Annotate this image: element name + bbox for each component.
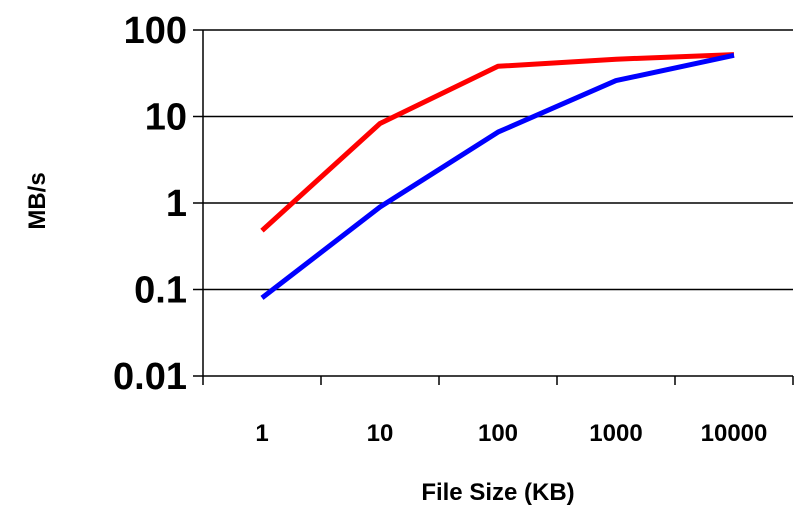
x-axis-label: File Size (KB) <box>421 479 574 506</box>
x-tick-labels: 1 10 100 1000 10000 <box>255 420 767 447</box>
y-tick-label: 10 <box>145 97 187 139</box>
x-tick-label: 100 <box>478 420 518 447</box>
y-tick-label: 0.1 <box>134 270 187 312</box>
y-tick-label: 100 <box>124 10 187 52</box>
y-tick-labels: 100 10 1 0.1 0.01 <box>113 10 187 398</box>
x-tick-label: 10 <box>367 420 394 447</box>
x-tick-label: 1 <box>255 420 268 447</box>
y-tick-label: 1 <box>166 183 187 225</box>
y-axis-label: MB/s <box>24 172 51 229</box>
x-tick-label: 1000 <box>589 420 642 447</box>
series-line-1 <box>260 52 735 233</box>
series-lines <box>260 52 735 300</box>
axes <box>193 29 794 385</box>
y-tick-label: 0.01 <box>113 356 187 398</box>
series-line-2 <box>260 52 735 300</box>
grid-lines <box>203 29 793 291</box>
x-tick-label: 10000 <box>701 420 768 447</box>
